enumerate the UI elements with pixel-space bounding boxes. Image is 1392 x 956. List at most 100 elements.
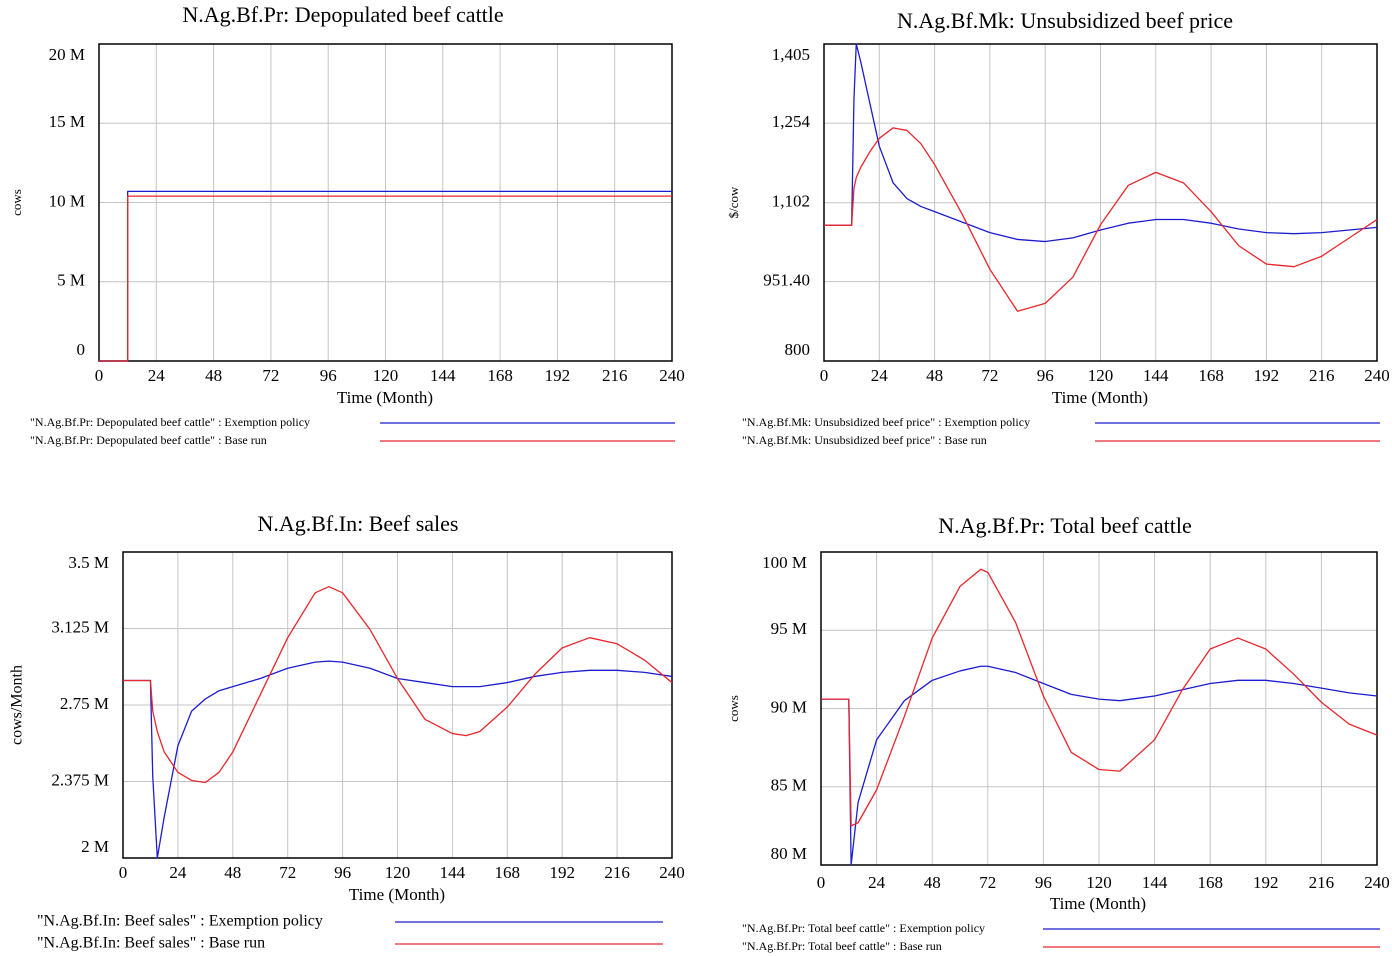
x-tick-label: 96: [334, 863, 351, 882]
x-tick-label: 96: [1035, 873, 1052, 892]
y-tick-label: 10 M: [49, 191, 85, 210]
y-tick-label: 95 M: [771, 619, 807, 638]
legend-label: "N.Ag.Bf.Pr: Total beef cattle" : Base r…: [742, 939, 942, 953]
x-tick-label: 96: [1037, 366, 1054, 385]
x-axis-label: Time (Month): [349, 885, 445, 904]
x-tick-label: 144: [430, 366, 456, 385]
plot-frame: [98, 43, 673, 362]
y-tick-label: 80 M: [771, 844, 807, 863]
chart-title: N.Ag.Bf.Mk: Unsubsidized beef price: [897, 8, 1233, 33]
x-tick-label: 0: [95, 366, 104, 385]
x-tick-label: 0: [817, 873, 826, 892]
series-line: [824, 127, 1378, 312]
x-tick-label: 0: [820, 366, 829, 385]
plot-frame: [823, 43, 1378, 362]
y-tick-label: 15 M: [49, 112, 85, 131]
legend-label: "N.Ag.Bf.Mk: Unsubsidized beef price" : …: [742, 415, 1030, 429]
y-tick-label: 20 M: [49, 45, 85, 64]
x-tick-label: 24: [868, 873, 886, 892]
chart-panel: 0 24 48 72 96 120 144 168 192 216 240 0 5 M 10 M 15 M 2…: [9, 2, 685, 447]
x-axis-label: Time (Month): [1052, 388, 1148, 407]
chart-panel: 0 24 48 72 96 120 144 168 192 216 240 800 951.40 1,10…: [726, 8, 1390, 447]
legend-label: "N.Ag.Bf.Pr: Depopulated beef cattle" : …: [30, 433, 267, 447]
x-tick-label: 216: [1309, 873, 1335, 892]
chart-title: N.Ag.Bf.Pr: Total beef cattle: [938, 513, 1191, 538]
x-tick-label: 48: [205, 366, 222, 385]
x-tick-label: 120: [373, 366, 399, 385]
y-axis-label: cows/Month: [9, 665, 26, 745]
x-tick-label: 168: [495, 863, 521, 882]
x-tick-label: 24: [871, 366, 889, 385]
x-axis-label: Time (Month): [337, 388, 433, 407]
x-tick-label: 0: [119, 863, 128, 882]
y-axis-label: $/cow: [726, 186, 741, 218]
series-line: [821, 568, 1378, 827]
x-tick-label: 48: [224, 863, 241, 882]
x-tick-label: 144: [1142, 873, 1168, 892]
y-tick-label: 800: [785, 340, 811, 359]
y-tick-label: 100 M: [762, 553, 807, 572]
x-tick-label: 240: [659, 863, 685, 882]
series-line: [123, 660, 673, 859]
y-tick-label: 1,102: [772, 192, 810, 211]
x-tick-label: 192: [1253, 873, 1279, 892]
series-line: [824, 43, 1378, 243]
x-tick-label: 72: [981, 366, 998, 385]
x-tick-label: 216: [604, 863, 630, 882]
chart-panel: 0 24 48 72 96 120 144 168 192 216 240 80 M 85 M 90 M 9…: [726, 513, 1390, 953]
y-tick-label: 3.5 M: [68, 553, 109, 572]
y-tick-label: 3.125 M: [51, 617, 109, 636]
x-tick-label: 192: [549, 863, 575, 882]
y-tick-label: 951.40: [763, 271, 810, 290]
x-tick-label: 120: [385, 863, 411, 882]
x-tick-label: 168: [1197, 873, 1223, 892]
chart-title: N.Ag.Bf.In: Beef sales: [257, 511, 458, 536]
chart-title: N.Ag.Bf.Pr: Depopulated beef cattle: [182, 2, 503, 27]
x-tick-label: 168: [487, 366, 513, 385]
y-tick-label: 85 M: [771, 776, 807, 795]
plot-frame: [122, 551, 673, 859]
series-line: [123, 586, 673, 784]
y-axis-label: cows: [726, 695, 741, 722]
x-tick-label: 192: [1254, 366, 1280, 385]
x-tick-label: 120: [1088, 366, 1114, 385]
series-line: [99, 195, 672, 362]
y-axis-label: cows: [9, 189, 24, 216]
legend-label: "N.Ag.Bf.In: Beef sales" : Exemption pol…: [37, 913, 323, 930]
legend-label: "N.Ag.Bf.Mk: Unsubsidized beef price" : …: [742, 433, 987, 447]
y-tick-label: 5 M: [57, 271, 85, 290]
series-line: [821, 665, 1378, 866]
x-tick-label: 216: [602, 366, 628, 385]
x-tick-label: 48: [926, 366, 943, 385]
x-tick-label: 144: [1143, 366, 1169, 385]
x-tick-label: 144: [440, 863, 466, 882]
x-tick-label: 216: [1309, 366, 1335, 385]
y-tick-label: 90 M: [771, 697, 807, 716]
y-tick-label: 0: [77, 340, 86, 359]
x-tick-label: 24: [169, 863, 187, 882]
chart-panel: 0 24 48 72 96 120 144 168 192 216 240 2 M 2.375 M 2.7…: [9, 511, 685, 952]
y-tick-label: 1,405: [772, 45, 810, 64]
x-tick-label: 96: [320, 366, 337, 385]
x-tick-label: 240: [1364, 366, 1390, 385]
y-tick-label: 2.375 M: [51, 770, 109, 789]
legend-label: "N.Ag.Bf.Pr: Total beef cattle" : Exempt…: [742, 921, 985, 935]
y-tick-label: 2.75 M: [60, 694, 109, 713]
legend-label: "N.Ag.Bf.Pr: Depopulated beef cattle" : …: [30, 415, 310, 429]
x-tick-label: 240: [1364, 873, 1390, 892]
x-tick-label: 120: [1086, 873, 1112, 892]
y-tick-label: 1,254: [772, 112, 811, 131]
x-tick-label: 168: [1198, 366, 1224, 385]
x-tick-label: 72: [979, 873, 996, 892]
x-tick-label: 192: [545, 366, 571, 385]
x-axis-label: Time (Month): [1050, 894, 1146, 913]
x-tick-label: 24: [148, 366, 166, 385]
x-tick-label: 240: [659, 366, 685, 385]
x-tick-label: 48: [924, 873, 941, 892]
y-tick-label: 2 M: [81, 837, 109, 856]
plot-frame: [820, 551, 1378, 866]
x-tick-label: 72: [262, 366, 279, 385]
x-tick-label: 72: [279, 863, 296, 882]
legend-label: "N.Ag.Bf.In: Beef sales" : Base run: [37, 935, 265, 952]
